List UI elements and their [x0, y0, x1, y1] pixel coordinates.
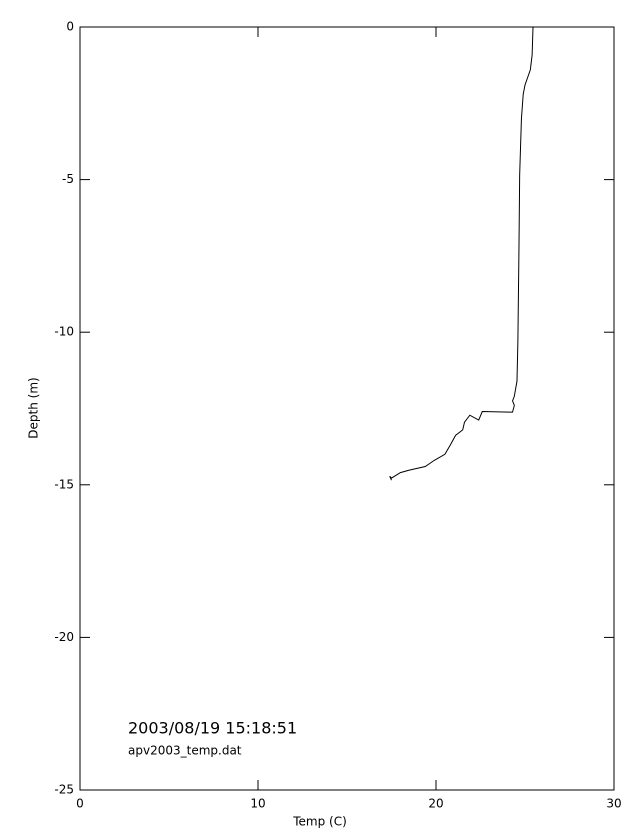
- x-tick-label: 0: [76, 797, 84, 811]
- x-axis-label: Temp (C): [292, 815, 347, 829]
- profile-line: [389, 26, 534, 481]
- y-tick-label: 0: [66, 20, 74, 34]
- x-tick-label: 10: [250, 797, 265, 811]
- y-tick-label: -15: [54, 477, 74, 491]
- y-tick-label: -10: [54, 325, 74, 339]
- file-annotation: apv2003_temp.dat: [128, 744, 242, 758]
- x-tick-label: 30: [606, 797, 621, 811]
- x-tick-label: 20: [428, 797, 443, 811]
- plot-frame: [79, 26, 615, 791]
- timestamp-annotation: 2003/08/19 15:18:51: [128, 719, 297, 738]
- y-tick-label: -5: [62, 172, 74, 186]
- y-tick-label: -25: [54, 783, 74, 797]
- y-axis-label: Depth (m): [27, 377, 41, 438]
- y-tick-label: -20: [54, 630, 74, 644]
